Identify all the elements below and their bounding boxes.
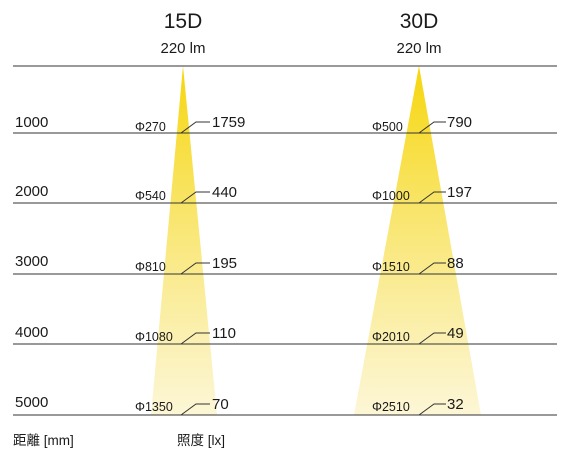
diameter-label: Φ540 [135,189,166,203]
leader-line [180,403,210,416]
leader-line [418,403,446,416]
leader-line [180,332,210,345]
lux-value: 110 [212,325,236,342]
distance-label: 1000 [15,114,48,131]
leader-line [180,262,210,275]
distance-label: 3000 [15,253,48,270]
lux-value: 32 [447,396,464,413]
leader-line [418,262,446,275]
leader-line [418,191,446,204]
distance-caption: 距離 [mm] [13,433,74,448]
lux-value: 195 [212,255,237,272]
beam-30d [354,66,481,415]
leader-line [418,332,446,345]
column-title-30d: 30D [400,10,439,33]
leader-line [418,121,446,134]
column-lumen-15d: 220 lm [160,40,205,57]
diameter-label: Φ1080 [135,330,173,344]
column-title-15d: 15D [164,10,203,33]
diameter-label: Φ270 [135,120,166,134]
column-lumen-30d: 220 lm [396,40,441,57]
lux-value: 1759 [212,114,245,131]
illuminance-caption: 照度 [lx] [177,433,225,448]
diameter-label: Φ1510 [372,260,410,274]
lux-value: 197 [447,184,472,201]
leader-line [180,191,210,204]
lux-value: 70 [212,396,229,413]
diameter-label: Φ1000 [372,189,410,203]
diameter-label: Φ500 [372,120,403,134]
diameter-label: Φ1350 [135,400,173,414]
lux-value: 440 [212,184,237,201]
distance-label: 5000 [15,394,48,411]
lux-value: 790 [447,114,472,131]
leader-line [180,121,210,134]
distance-label: 4000 [15,324,48,341]
lux-value: 88 [447,255,464,272]
diameter-label: Φ810 [135,260,166,274]
distance-label: 2000 [15,183,48,200]
diameter-label: Φ2010 [372,330,410,344]
lux-value: 49 [447,325,464,342]
diameter-label: Φ2510 [372,400,410,414]
beam-15d [151,66,217,415]
